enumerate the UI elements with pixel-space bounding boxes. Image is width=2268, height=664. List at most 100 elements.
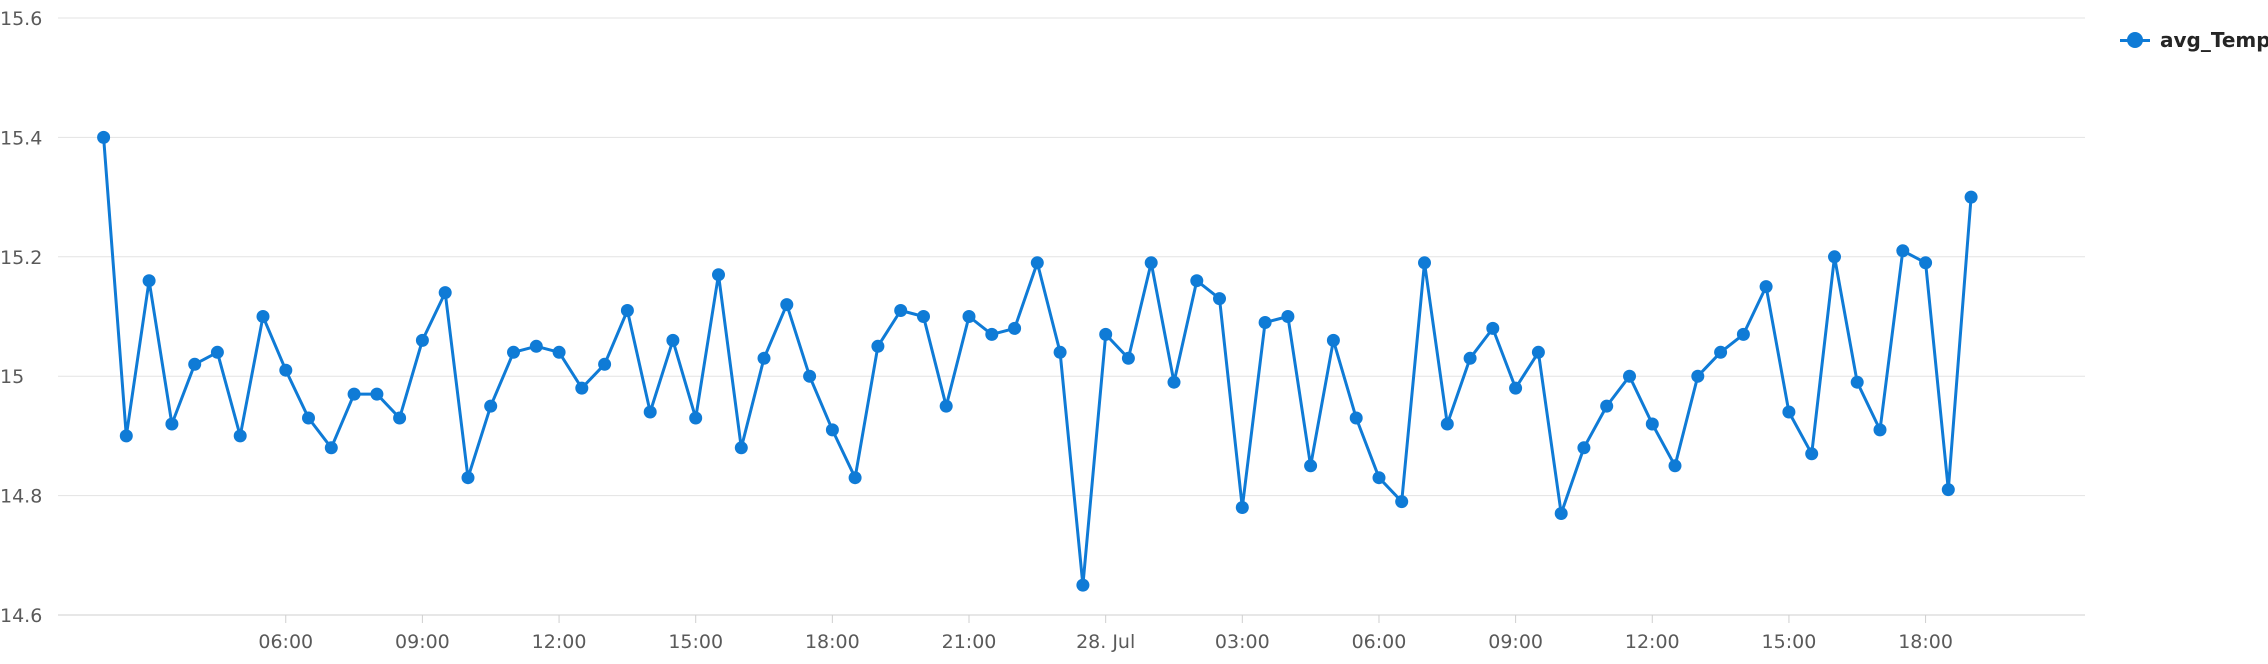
data-point[interactable]	[1258, 316, 1272, 329]
data-point[interactable]	[1349, 411, 1363, 425]
y-tick-label: 15	[0, 366, 24, 388]
legend-swatch	[2120, 32, 2150, 48]
data-point[interactable]	[1600, 399, 1614, 413]
data-point[interactable]	[620, 304, 634, 317]
data-point[interactable]	[575, 381, 589, 395]
data-point[interactable]	[438, 286, 452, 300]
data-point[interactable]	[256, 310, 270, 323]
x-tick-label: 12:00	[1625, 631, 1680, 653]
x-tick-label: 18:00	[1898, 631, 1953, 653]
data-point[interactable]	[757, 351, 771, 365]
data-point[interactable]	[188, 357, 202, 371]
data-point[interactable]	[97, 130, 111, 144]
data-point[interactable]	[1076, 578, 1090, 592]
data-point[interactable]	[1714, 345, 1728, 359]
data-point[interactable]	[1440, 417, 1454, 431]
data-point[interactable]	[1030, 256, 1044, 270]
data-point[interactable]	[643, 405, 657, 419]
data-point[interactable]	[210, 345, 224, 359]
data-point[interactable]	[689, 411, 703, 425]
data-point[interactable]	[1896, 244, 1910, 258]
data-point[interactable]	[347, 387, 361, 401]
data-point[interactable]	[1828, 250, 1841, 264]
data-point[interactable]	[1577, 441, 1591, 455]
data-point[interactable]	[1281, 310, 1295, 323]
data-point[interactable]	[302, 411, 315, 425]
data-point[interactable]	[1213, 292, 1226, 306]
data-point[interactable]	[1144, 256, 1158, 270]
data-point[interactable]	[894, 304, 908, 317]
data-point[interactable]	[1395, 495, 1409, 509]
data-point[interactable]	[1509, 381, 1523, 395]
data-point[interactable]	[1008, 321, 1022, 335]
data-point[interactable]	[1053, 345, 1067, 359]
data-point[interactable]	[848, 471, 862, 485]
data-point[interactable]	[1418, 256, 1431, 270]
data-point[interactable]	[962, 310, 976, 323]
data-point[interactable]	[939, 399, 953, 413]
data-point[interactable]	[1668, 459, 1682, 473]
data-point[interactable]	[142, 274, 156, 288]
data-point[interactable]	[1167, 375, 1181, 389]
x-tick-label: 12:00	[532, 631, 587, 653]
data-point[interactable]	[1554, 507, 1568, 520]
data-point[interactable]	[233, 429, 247, 443]
x-tick-label: 06:00	[258, 631, 313, 653]
data-point[interactable]	[666, 333, 680, 347]
data-point[interactable]	[917, 310, 930, 323]
data-point[interactable]	[825, 423, 839, 437]
data-point[interactable]	[1486, 321, 1500, 335]
data-point[interactable]	[1326, 333, 1340, 347]
data-point[interactable]	[1964, 190, 1978, 204]
data-point[interactable]	[712, 268, 725, 282]
data-point[interactable]	[370, 387, 384, 401]
data-point[interactable]	[1304, 459, 1318, 473]
data-point[interactable]	[1759, 280, 1773, 294]
data-point[interactable]	[393, 411, 407, 425]
y-tick-label: 14.6	[0, 605, 42, 627]
x-tick-label: 09:00	[1488, 631, 1543, 653]
data-point[interactable]	[1941, 483, 1955, 497]
data-point[interactable]	[803, 369, 817, 383]
data-point[interactable]	[1805, 447, 1819, 461]
data-point[interactable]	[165, 417, 179, 431]
data-point[interactable]	[1782, 405, 1796, 419]
y-axis: 14.6 14.8 15 15.2 15.4 15.6	[0, 8, 42, 627]
data-point[interactable]	[1463, 351, 1477, 365]
data-point[interactable]	[119, 429, 133, 443]
data-point[interactable]	[415, 333, 429, 347]
data-point[interactable]	[1873, 423, 1887, 437]
data-point[interactable]	[1623, 369, 1636, 383]
data-point[interactable]	[1691, 369, 1705, 383]
data-point[interactable]	[1372, 471, 1386, 485]
data-point[interactable]	[1850, 375, 1864, 389]
data-point[interactable]	[279, 363, 293, 377]
data-point[interactable]	[1190, 274, 1204, 288]
data-point[interactable]	[529, 339, 543, 353]
data-point[interactable]	[1645, 417, 1659, 431]
data-point[interactable]	[1919, 256, 1933, 270]
gridlines	[58, 17, 2085, 616]
data-point[interactable]	[985, 327, 999, 341]
data-point[interactable]	[780, 298, 794, 312]
data-point[interactable]	[1531, 345, 1545, 359]
x-tick-label: 06:00	[1352, 631, 1407, 653]
y-tick-label: 14.8	[0, 486, 42, 508]
data-point[interactable]	[871, 339, 885, 353]
data-point[interactable]	[1235, 501, 1249, 514]
x-tick-label: 15:00	[668, 631, 723, 653]
legend[interactable]: avg_Temp	[2120, 28, 2268, 52]
data-point[interactable]	[552, 345, 566, 359]
data-point[interactable]	[598, 357, 612, 371]
data-point[interactable]	[1099, 327, 1113, 341]
y-tick-label: 15.4	[0, 127, 42, 149]
data-point[interactable]	[507, 345, 520, 359]
data-point[interactable]	[461, 471, 475, 485]
data-point[interactable]	[484, 399, 498, 413]
data-point[interactable]	[1736, 327, 1750, 341]
data-point[interactable]	[324, 441, 338, 455]
series-avg-temp	[97, 130, 1978, 592]
data-point[interactable]	[1121, 351, 1135, 365]
data-point[interactable]	[734, 441, 748, 455]
